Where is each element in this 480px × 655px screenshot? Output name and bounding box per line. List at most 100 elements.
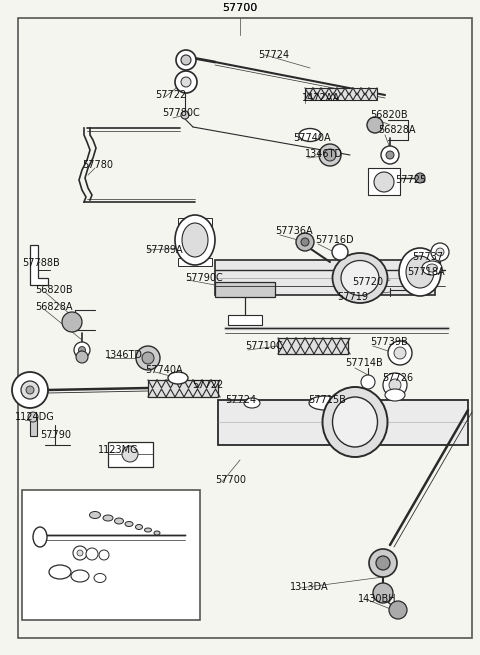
Text: 56828A: 56828A	[378, 125, 416, 135]
Ellipse shape	[125, 521, 133, 527]
Circle shape	[369, 549, 397, 577]
Ellipse shape	[244, 398, 260, 408]
Ellipse shape	[333, 397, 377, 447]
Text: 57725: 57725	[395, 175, 426, 185]
Circle shape	[361, 375, 375, 389]
Circle shape	[181, 55, 191, 65]
Bar	[278, 338, 348, 354]
Ellipse shape	[175, 215, 215, 265]
Circle shape	[76, 351, 88, 363]
Text: 57720: 57720	[352, 277, 383, 287]
Circle shape	[73, 546, 87, 560]
Ellipse shape	[135, 525, 143, 529]
Bar	[108, 442, 153, 467]
Circle shape	[176, 50, 196, 70]
Text: 57780: 57780	[82, 160, 113, 170]
Text: 1430BH: 1430BH	[358, 594, 396, 604]
Text: 57722: 57722	[155, 90, 186, 100]
Circle shape	[99, 550, 109, 560]
Text: 1346TD: 1346TD	[105, 350, 143, 360]
Circle shape	[376, 556, 390, 570]
Circle shape	[431, 243, 449, 261]
Text: 57736A: 57736A	[275, 226, 312, 236]
Ellipse shape	[71, 570, 89, 582]
Circle shape	[142, 352, 154, 364]
Ellipse shape	[333, 253, 387, 303]
Bar	[305, 88, 377, 100]
Ellipse shape	[427, 264, 437, 272]
Circle shape	[415, 173, 425, 183]
Text: 56828A: 56828A	[35, 302, 72, 312]
Bar	[215, 260, 435, 295]
Circle shape	[301, 238, 309, 246]
Circle shape	[367, 117, 383, 133]
Ellipse shape	[309, 396, 341, 410]
Bar	[30, 418, 37, 436]
Text: 57788B: 57788B	[22, 258, 60, 268]
Text: 1472AA: 1472AA	[302, 93, 340, 103]
Text: 57715B: 57715B	[308, 395, 346, 405]
Ellipse shape	[168, 372, 188, 384]
Circle shape	[436, 248, 444, 256]
Bar	[178, 258, 212, 266]
Text: 57700: 57700	[215, 475, 246, 485]
Text: 56820B: 56820B	[35, 285, 72, 295]
Circle shape	[62, 312, 82, 332]
Circle shape	[181, 77, 191, 87]
Ellipse shape	[385, 389, 405, 401]
Text: 57722: 57722	[192, 380, 223, 390]
Text: 57740A: 57740A	[145, 365, 182, 375]
Ellipse shape	[422, 261, 442, 275]
Text: 57739B: 57739B	[370, 337, 408, 347]
Text: 1123MG: 1123MG	[98, 445, 139, 455]
Ellipse shape	[94, 574, 106, 582]
Ellipse shape	[89, 512, 100, 519]
Circle shape	[389, 379, 401, 391]
Ellipse shape	[33, 527, 47, 547]
Bar	[218, 400, 468, 445]
Ellipse shape	[406, 256, 434, 288]
Text: 57740A: 57740A	[293, 133, 331, 143]
Circle shape	[373, 583, 393, 603]
Circle shape	[374, 172, 394, 192]
Circle shape	[26, 386, 34, 394]
Text: 57726: 57726	[382, 373, 413, 383]
Bar	[178, 218, 212, 226]
Ellipse shape	[182, 223, 208, 257]
Circle shape	[388, 341, 412, 365]
Circle shape	[181, 111, 189, 119]
Text: 57718A: 57718A	[407, 267, 444, 277]
Circle shape	[324, 149, 336, 161]
Circle shape	[394, 347, 406, 359]
Ellipse shape	[103, 515, 113, 521]
Text: 1313DA: 1313DA	[290, 582, 329, 592]
Text: 57737: 57737	[412, 252, 443, 262]
Ellipse shape	[299, 128, 321, 141]
Circle shape	[28, 412, 38, 422]
Text: 1346TD: 1346TD	[305, 149, 343, 159]
Circle shape	[296, 233, 314, 251]
Text: 57700: 57700	[222, 3, 258, 13]
Circle shape	[389, 601, 407, 619]
Circle shape	[74, 342, 90, 358]
Circle shape	[12, 372, 48, 408]
Ellipse shape	[154, 531, 160, 535]
Ellipse shape	[49, 565, 71, 579]
Ellipse shape	[399, 248, 441, 296]
Circle shape	[77, 550, 83, 556]
Text: 1124DG: 1124DG	[15, 412, 55, 422]
Text: 57714B: 57714B	[345, 358, 383, 368]
Circle shape	[319, 144, 341, 166]
Text: 57790C: 57790C	[185, 273, 223, 283]
Circle shape	[381, 146, 399, 164]
Circle shape	[86, 548, 98, 560]
Bar	[148, 380, 218, 397]
Circle shape	[383, 373, 407, 397]
Polygon shape	[368, 168, 400, 195]
Ellipse shape	[323, 387, 387, 457]
Text: 57710C: 57710C	[245, 341, 283, 351]
Bar	[22, 490, 200, 620]
Polygon shape	[30, 245, 48, 285]
Bar	[215, 282, 275, 297]
Text: 57724: 57724	[225, 395, 256, 405]
